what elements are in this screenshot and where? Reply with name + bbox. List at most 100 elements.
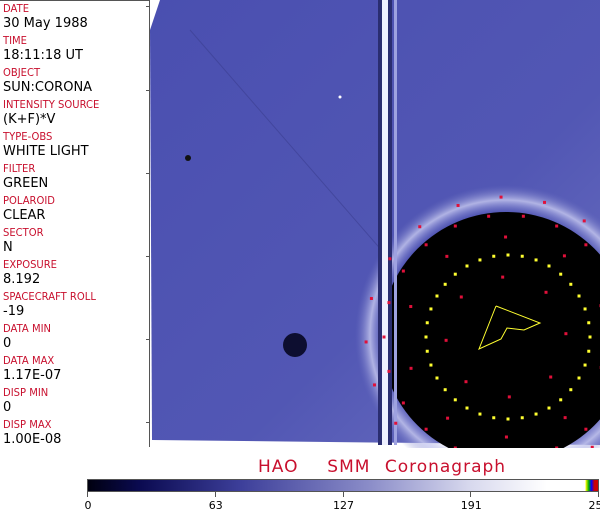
yellow-marker: [425, 321, 429, 325]
yellow-marker: [453, 272, 457, 276]
pointer-outline: [478, 305, 542, 350]
field-value: WHITE LIGHT: [3, 144, 89, 159]
yellow-marker: [534, 258, 538, 262]
field-value: N: [3, 240, 13, 255]
field-label: EXPOSURE: [3, 259, 58, 272]
red-marker: [544, 290, 548, 294]
field-label: DATE: [3, 3, 30, 16]
colorbar-tick: [342, 492, 344, 497]
field-value: GREEN: [3, 176, 49, 191]
yellow-marker: [587, 349, 591, 353]
red-marker: [394, 421, 398, 425]
axis-tick: [146, 422, 150, 423]
marker-group: [364, 195, 600, 448]
red-marker: [564, 332, 568, 336]
field-label: DISP MAX: [3, 419, 52, 432]
yellow-marker: [547, 264, 551, 268]
red-marker: [521, 214, 525, 218]
field-value: 0: [3, 336, 12, 351]
colorbar-tick: [214, 492, 216, 497]
field-value: 1.17E-07: [3, 368, 62, 383]
coronagraph-image: [150, 0, 600, 448]
field-label: SECTOR: [3, 227, 44, 240]
axis-tick: [146, 173, 150, 174]
field-value: 18:11:18 UT: [3, 48, 83, 63]
yellow-marker: [569, 282, 573, 286]
yellow-marker: [443, 282, 447, 286]
field-label: DISP MIN: [3, 387, 49, 400]
red-marker: [584, 427, 588, 431]
red-marker: [453, 224, 457, 228]
red-marker: [543, 200, 547, 204]
yellow-marker: [559, 398, 563, 402]
field-label: TYPE-OBS: [3, 131, 53, 144]
red-marker: [401, 401, 405, 405]
yellow-marker: [478, 412, 482, 416]
red-marker: [409, 366, 413, 370]
red-marker: [549, 375, 553, 379]
red-marker: [504, 235, 508, 239]
yellow-marker: [465, 264, 469, 268]
field-label: OBJECT: [3, 67, 41, 80]
yellow-marker: [583, 307, 587, 311]
field-value: 0: [3, 400, 12, 415]
dark-spot: [283, 333, 307, 357]
red-marker: [499, 195, 503, 199]
red-marker: [582, 219, 586, 223]
yellow-marker: [425, 349, 429, 353]
yellow-marker: [453, 398, 457, 402]
field-label: FILTER: [3, 163, 36, 176]
red-marker: [424, 243, 428, 247]
red-marker: [456, 203, 460, 207]
yellow-marker: [424, 335, 428, 339]
yellow-marker: [559, 272, 563, 276]
field-value: SUN:CORONA: [3, 80, 93, 95]
colorbar-tick: [470, 492, 472, 497]
yellow-marker: [583, 363, 587, 367]
red-marker: [563, 416, 567, 420]
red-marker: [590, 445, 594, 448]
colorbar-tick-label: 127: [333, 499, 354, 512]
red-marker: [409, 305, 413, 309]
axis-tick: [146, 256, 150, 257]
colorbar-tick-label: 63: [208, 499, 223, 512]
red-marker: [501, 275, 505, 279]
yellow-marker: [534, 412, 538, 416]
yellow-marker: [577, 376, 581, 380]
yellow-marker: [547, 406, 551, 410]
red-marker: [504, 435, 508, 439]
red-marker: [459, 295, 463, 299]
yellow-marker: [492, 254, 496, 258]
yellow-marker: [506, 253, 510, 257]
field-label: DATA MIN: [3, 323, 51, 336]
red-marker: [387, 369, 391, 373]
red-marker: [487, 214, 491, 218]
field-value: 1.00E-08: [3, 432, 62, 447]
yellow-marker: [492, 416, 496, 420]
field-label: SPACECRAFT ROLL: [3, 291, 96, 304]
field-value: 8.192: [3, 272, 41, 287]
yellow-marker: [520, 254, 524, 258]
yellow-marker: [587, 321, 591, 325]
header-info-panel: DATE 30 May 1988 TIME 18:11:18 UT OBJECT SUN:…: [0, 0, 150, 447]
yellow-marker: [465, 406, 469, 410]
field-value: CLEAR: [3, 208, 46, 223]
occulter-disk: [381, 212, 600, 448]
field-label: TIME: [3, 35, 28, 48]
red-marker: [464, 380, 468, 384]
yellow-marker: [520, 416, 524, 420]
red-marker: [507, 395, 511, 399]
yellow-marker: [478, 258, 482, 262]
red-marker: [446, 416, 450, 420]
red-marker: [382, 335, 386, 339]
field-label: POLAROID: [3, 195, 56, 208]
field-label: DATA MAX: [3, 355, 55, 368]
yellow-marker: [429, 307, 433, 311]
red-marker: [555, 446, 559, 448]
red-marker: [562, 254, 566, 258]
colorbar-tick: [87, 492, 88, 497]
red-marker: [584, 243, 588, 247]
colorbar-tick-label: 255: [588, 499, 600, 512]
yellow-marker: [506, 417, 510, 421]
colorbar-tick-label: 0: [84, 499, 92, 512]
